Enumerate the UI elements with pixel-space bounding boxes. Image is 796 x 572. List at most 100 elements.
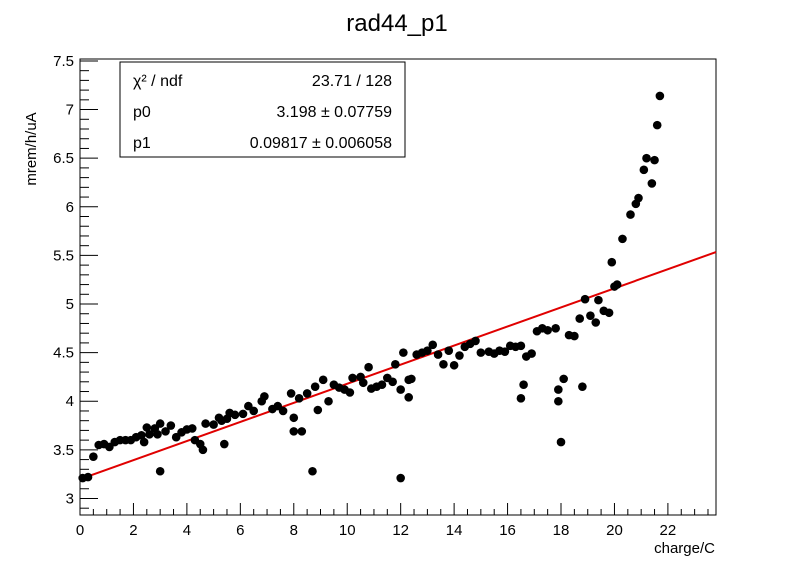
data-point [220,439,229,449]
data-point [642,153,651,163]
data-point [83,472,93,482]
data-point [449,360,459,370]
chart-title: rad44_p1 [346,10,447,37]
data-point [142,423,152,432]
data-point [433,350,443,359]
x-tick-label: 4 [183,522,191,539]
stats-p1-value: 0.09817 ± 0.006058 [250,135,392,152]
data-point [516,341,526,351]
x-tick-label: 6 [236,522,244,539]
data-point [594,295,603,305]
data-point [578,382,587,391]
data-point [391,359,400,369]
data-point [297,427,307,436]
data-point [187,424,197,433]
data-point [260,392,269,401]
data-point [519,380,528,390]
stats-chi2-value: 23.71 / 128 [312,73,392,90]
data-point [313,405,323,415]
x-axis: 0 2 4 6 8 10 12 14 16 18 20 22 [76,503,709,539]
data-point [580,294,590,304]
data-point [286,389,296,398]
data-point [647,179,657,188]
y-tick-label: 4.5 [53,345,74,362]
data-point [388,377,397,387]
x-tick-label: 18 [553,522,570,539]
data-point [527,349,536,358]
stats-chi2-name: χ² / ndf [133,73,183,90]
data-point [444,346,454,355]
data-point [345,388,355,397]
data-point [166,421,176,430]
x-tick-label: 0 [76,522,84,539]
data-point [604,308,614,318]
x-tick-label: 8 [290,522,298,539]
y-axis: 3 3.5 4 4.5 5 5.5 6 6.5 7 7.5 [53,53,98,509]
data-point [543,325,552,335]
data-point [145,430,154,439]
data-point [575,314,585,323]
plot-frame [79,58,717,516]
x-tick-label: 22 [660,522,677,539]
data-point [428,340,438,350]
data-point [201,419,210,428]
data-point [139,437,149,447]
data-point [364,362,373,372]
y-axis-label: mrem/h/uA [23,112,40,185]
data-point [471,336,480,346]
data-point [358,378,368,388]
stats-box-frame [119,61,406,158]
data-point [318,375,328,385]
data-point [634,193,643,203]
data-point [308,466,317,476]
data-point [198,445,208,455]
data-point [516,394,526,403]
data-point [652,120,662,130]
data-point [476,348,486,357]
data-point [591,318,601,327]
stats-p0-value: 3.198 ± 0.07759 [276,104,392,121]
data-point [650,155,659,165]
y-tick-label: 5.5 [53,247,74,264]
data-point [612,280,622,289]
stats-p0-name: p0 [133,104,151,121]
data-point [618,234,627,244]
data-point [249,406,258,416]
y-tick-label: 3.5 [53,442,74,459]
data-point [639,165,649,175]
x-axis-label: charge/C [654,540,715,557]
data-point [399,348,408,357]
data-point [423,346,432,355]
data-points [78,91,665,483]
data-point [554,396,563,406]
data-point [238,409,248,419]
x-tick-label: 16 [499,522,516,539]
data-point [377,380,387,390]
x-tick-label: 12 [392,522,409,539]
data-point [209,420,218,429]
x-tick-label: 20 [606,522,623,539]
data-point [439,359,448,369]
data-point [161,427,170,436]
data-point [655,91,665,101]
y-tick-label: 3 [66,490,74,507]
y-tick-label: 7 [66,102,74,119]
data-point [500,347,510,356]
data-point [294,394,304,403]
data-point [626,210,635,219]
data-point [310,382,320,391]
y-tick-label: 6 [66,199,74,216]
data-point [302,389,312,398]
stats-p1-name: p1 [133,135,151,152]
y-tick-label: 6.5 [53,150,74,167]
stats-box: χ² / ndf 23.71 / 128 p0 3.198 ± 0.07759 … [119,61,406,158]
data-point [586,311,595,320]
data-point [396,385,405,394]
data-point [137,430,146,440]
x-tick-label: 14 [446,522,463,539]
data-point [559,374,568,384]
data-point [348,373,357,383]
data-point [404,393,413,402]
data-point [570,331,579,341]
